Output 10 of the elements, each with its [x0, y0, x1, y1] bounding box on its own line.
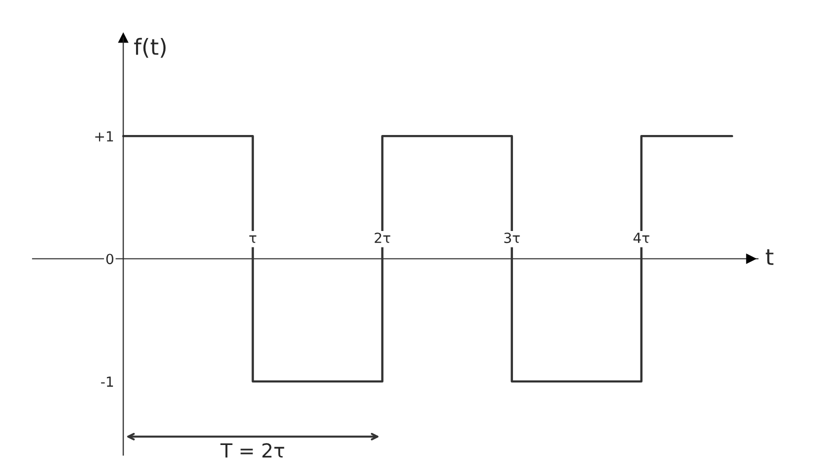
- x-tick-label: 4τ: [633, 232, 650, 243]
- x-axis-title: t: [766, 249, 774, 265]
- y-tick-label: +1: [95, 131, 113, 142]
- x-tick-label: 3τ: [504, 232, 520, 244]
- y-axis-title: f(t): [134, 38, 166, 58]
- annotation: T = 2τ: [220, 443, 284, 458]
- y-tick-label: -1: [101, 376, 113, 387]
- x-tick-label: 2τ: [374, 232, 390, 243]
- y-tick-label: 0: [106, 254, 114, 264]
- x-tick-label: τ: [249, 235, 256, 243]
